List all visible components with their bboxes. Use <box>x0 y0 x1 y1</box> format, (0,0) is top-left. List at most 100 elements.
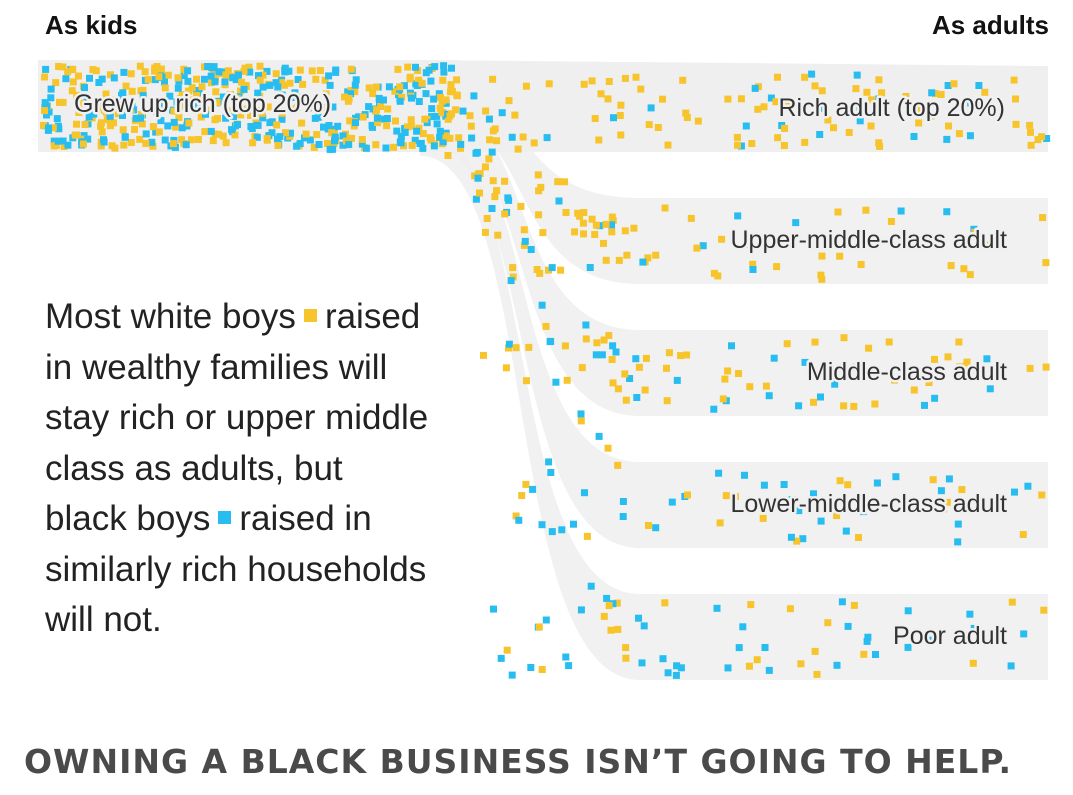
origin-dot <box>170 107 178 115</box>
flow-dot-middle <box>527 246 535 253</box>
origin-dot <box>75 72 82 80</box>
origin-dot <box>298 119 306 127</box>
flow-dot-rich <box>610 114 617 122</box>
origin-dot <box>193 92 200 100</box>
origin-dot <box>55 125 63 133</box>
origin-dot <box>136 135 144 143</box>
flow-dot-poor <box>565 662 573 670</box>
origin-dot <box>436 94 444 101</box>
flow-dot-poor <box>833 661 841 669</box>
origin-dot <box>313 131 321 139</box>
origin-dot <box>416 140 424 147</box>
origin-dot <box>263 135 271 143</box>
flow-dot-poor <box>640 622 648 630</box>
destination-label-upper-middle: Upper-middle-class adult <box>730 226 1007 254</box>
origin-dot <box>253 133 261 141</box>
flow-dot-lower-middle <box>518 492 526 499</box>
origin-dot <box>415 98 423 105</box>
flow-dot-middle <box>517 202 525 210</box>
flow-dot-upper-middle <box>562 209 570 216</box>
origin-dot <box>264 103 272 111</box>
origin-dot <box>161 84 169 92</box>
flow-dot-middle <box>663 364 670 372</box>
origin-dot <box>153 107 161 115</box>
flow-dot-lower-middle <box>760 481 768 489</box>
origin-dot <box>200 102 208 110</box>
origin-dot <box>436 127 444 135</box>
origin-dot <box>50 142 58 150</box>
flow-dot-lower-middle <box>509 273 517 281</box>
origin-dot <box>42 65 50 73</box>
origin-dot <box>278 109 286 117</box>
flow-dot-upper-middle <box>466 112 474 120</box>
origin-dot <box>321 76 329 84</box>
flow-dot-rich <box>774 73 781 81</box>
flow-dot-rich <box>937 91 945 98</box>
flow-dot-middle <box>501 177 509 185</box>
origin-dot <box>193 75 200 83</box>
origin-dot <box>274 83 282 91</box>
origin-dot <box>187 96 195 104</box>
flow-dot-rich <box>917 105 925 113</box>
flow-dot-upper-middle <box>486 136 494 144</box>
origin-dot <box>148 138 156 146</box>
origin-dot <box>293 103 301 111</box>
flow-dot-poor <box>813 670 821 678</box>
origin-dot <box>97 142 105 150</box>
flow-dot-poor <box>490 605 497 613</box>
origin-dot <box>43 111 50 119</box>
origin-dot <box>149 123 157 131</box>
origin-dot <box>157 117 165 125</box>
flow-dot-lower-middle <box>940 505 948 513</box>
flow-dot-lower-middle <box>483 215 491 222</box>
header-as-kids: As kids <box>45 10 138 40</box>
origin-dot <box>304 104 312 112</box>
origin-dot <box>93 106 100 114</box>
flow-dot-poor <box>1008 598 1016 606</box>
flow-dot-rich <box>683 114 691 121</box>
flow-dot-poor <box>969 659 977 667</box>
origin-dot <box>325 72 333 80</box>
flow-dot-poor <box>562 653 570 661</box>
flow-dot-upper-middle <box>817 271 825 279</box>
origin-dot <box>170 118 178 126</box>
flow-dot-upper-middle <box>818 252 826 260</box>
description-line-5: black boys raised in <box>45 494 475 545</box>
origin-dot <box>56 98 63 106</box>
origin-dot <box>237 111 245 119</box>
origin-dot <box>166 92 174 100</box>
flow-dot-poor <box>925 636 932 644</box>
flow-dot-upper-middle <box>494 231 502 239</box>
origin-dot <box>69 65 77 73</box>
origin-dot <box>202 110 209 118</box>
flow-dot-rich <box>910 133 918 140</box>
origin-dot <box>396 138 404 146</box>
flow-dot-poor <box>765 666 773 674</box>
origin-dot <box>431 63 439 71</box>
origin-dot <box>375 94 383 102</box>
flow-dot-lower-middle <box>542 322 550 330</box>
flow-dot-rich <box>647 104 655 112</box>
origin-dot <box>201 128 209 136</box>
origin-dot <box>207 127 215 135</box>
flow-dot-poor <box>545 458 553 466</box>
flow-dot-middle <box>520 241 528 249</box>
origin-dot <box>323 104 331 111</box>
flow-dot-lower-middle <box>722 492 730 500</box>
flow-dot-lower-middle <box>1011 488 1018 496</box>
origin-dot <box>152 128 160 136</box>
flow-dot-rich <box>950 80 958 88</box>
origin-dot <box>307 100 315 108</box>
origin-dot <box>110 74 118 82</box>
origin-dot <box>182 141 190 149</box>
flow-dot-upper-middle <box>534 171 542 179</box>
origin-dot <box>452 106 460 114</box>
flow-dot-upper-middle <box>623 251 631 259</box>
origin-dot <box>79 140 87 148</box>
flow-dot-upper-middle <box>574 209 582 217</box>
text-black-boys: black boys <box>45 499 211 538</box>
flow-dot-poor <box>635 614 642 622</box>
flow-dot-upper-middle <box>818 275 826 283</box>
flow-dot-upper-middle <box>586 264 594 271</box>
origin-dot <box>293 93 301 101</box>
